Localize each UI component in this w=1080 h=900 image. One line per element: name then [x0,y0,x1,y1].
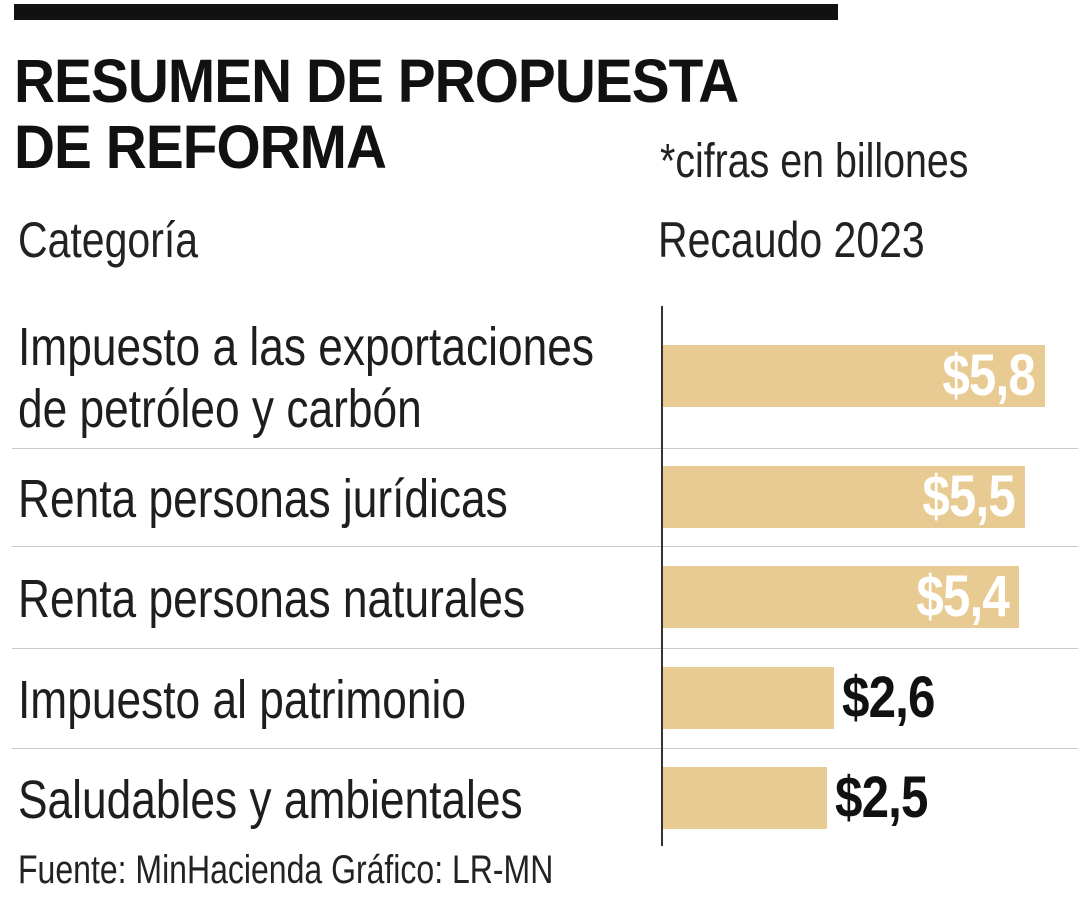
bar [662,466,1026,528]
category-label: de petróleo y carbón [18,379,422,439]
bar [662,767,828,829]
row-separator [12,648,1078,649]
category-label: Renta personas jurídicas [18,469,508,529]
bar [662,667,834,729]
value-label: $5,5 [922,464,1016,529]
category-column-header: Categoría [18,212,199,268]
row-separator [12,448,1078,449]
category-label: Impuesto al patrimonio [18,670,466,730]
bar [662,566,1019,628]
value-label: $5,8 [942,343,1035,408]
category-label: Renta personas naturales [18,569,526,629]
row-separator [12,546,1078,547]
bar [662,345,1045,407]
value-label: $2,5 [835,765,928,830]
value-label: $2,6 [841,665,935,730]
chart-title: RESUMEN DE PROPUESTA DE REFORMA [14,48,814,180]
value-label: $5,4 [916,564,1009,629]
top-rule [14,4,838,20]
category-label: Impuesto a las exportaciones [18,317,594,377]
row-separator [12,748,1078,749]
title-line-2: DE REFORMA [14,113,387,181]
axis-line [661,306,663,846]
units-note: *cifras en billones [660,135,969,188]
title-line-1: RESUMEN DE PROPUESTA [14,47,739,115]
value-column-header: Recaudo 2023 [658,212,925,268]
category-label: Saludables y ambientales [18,770,523,830]
source-credit: Fuente: MinHacienda Gráfico: LR-MN [18,848,554,892]
